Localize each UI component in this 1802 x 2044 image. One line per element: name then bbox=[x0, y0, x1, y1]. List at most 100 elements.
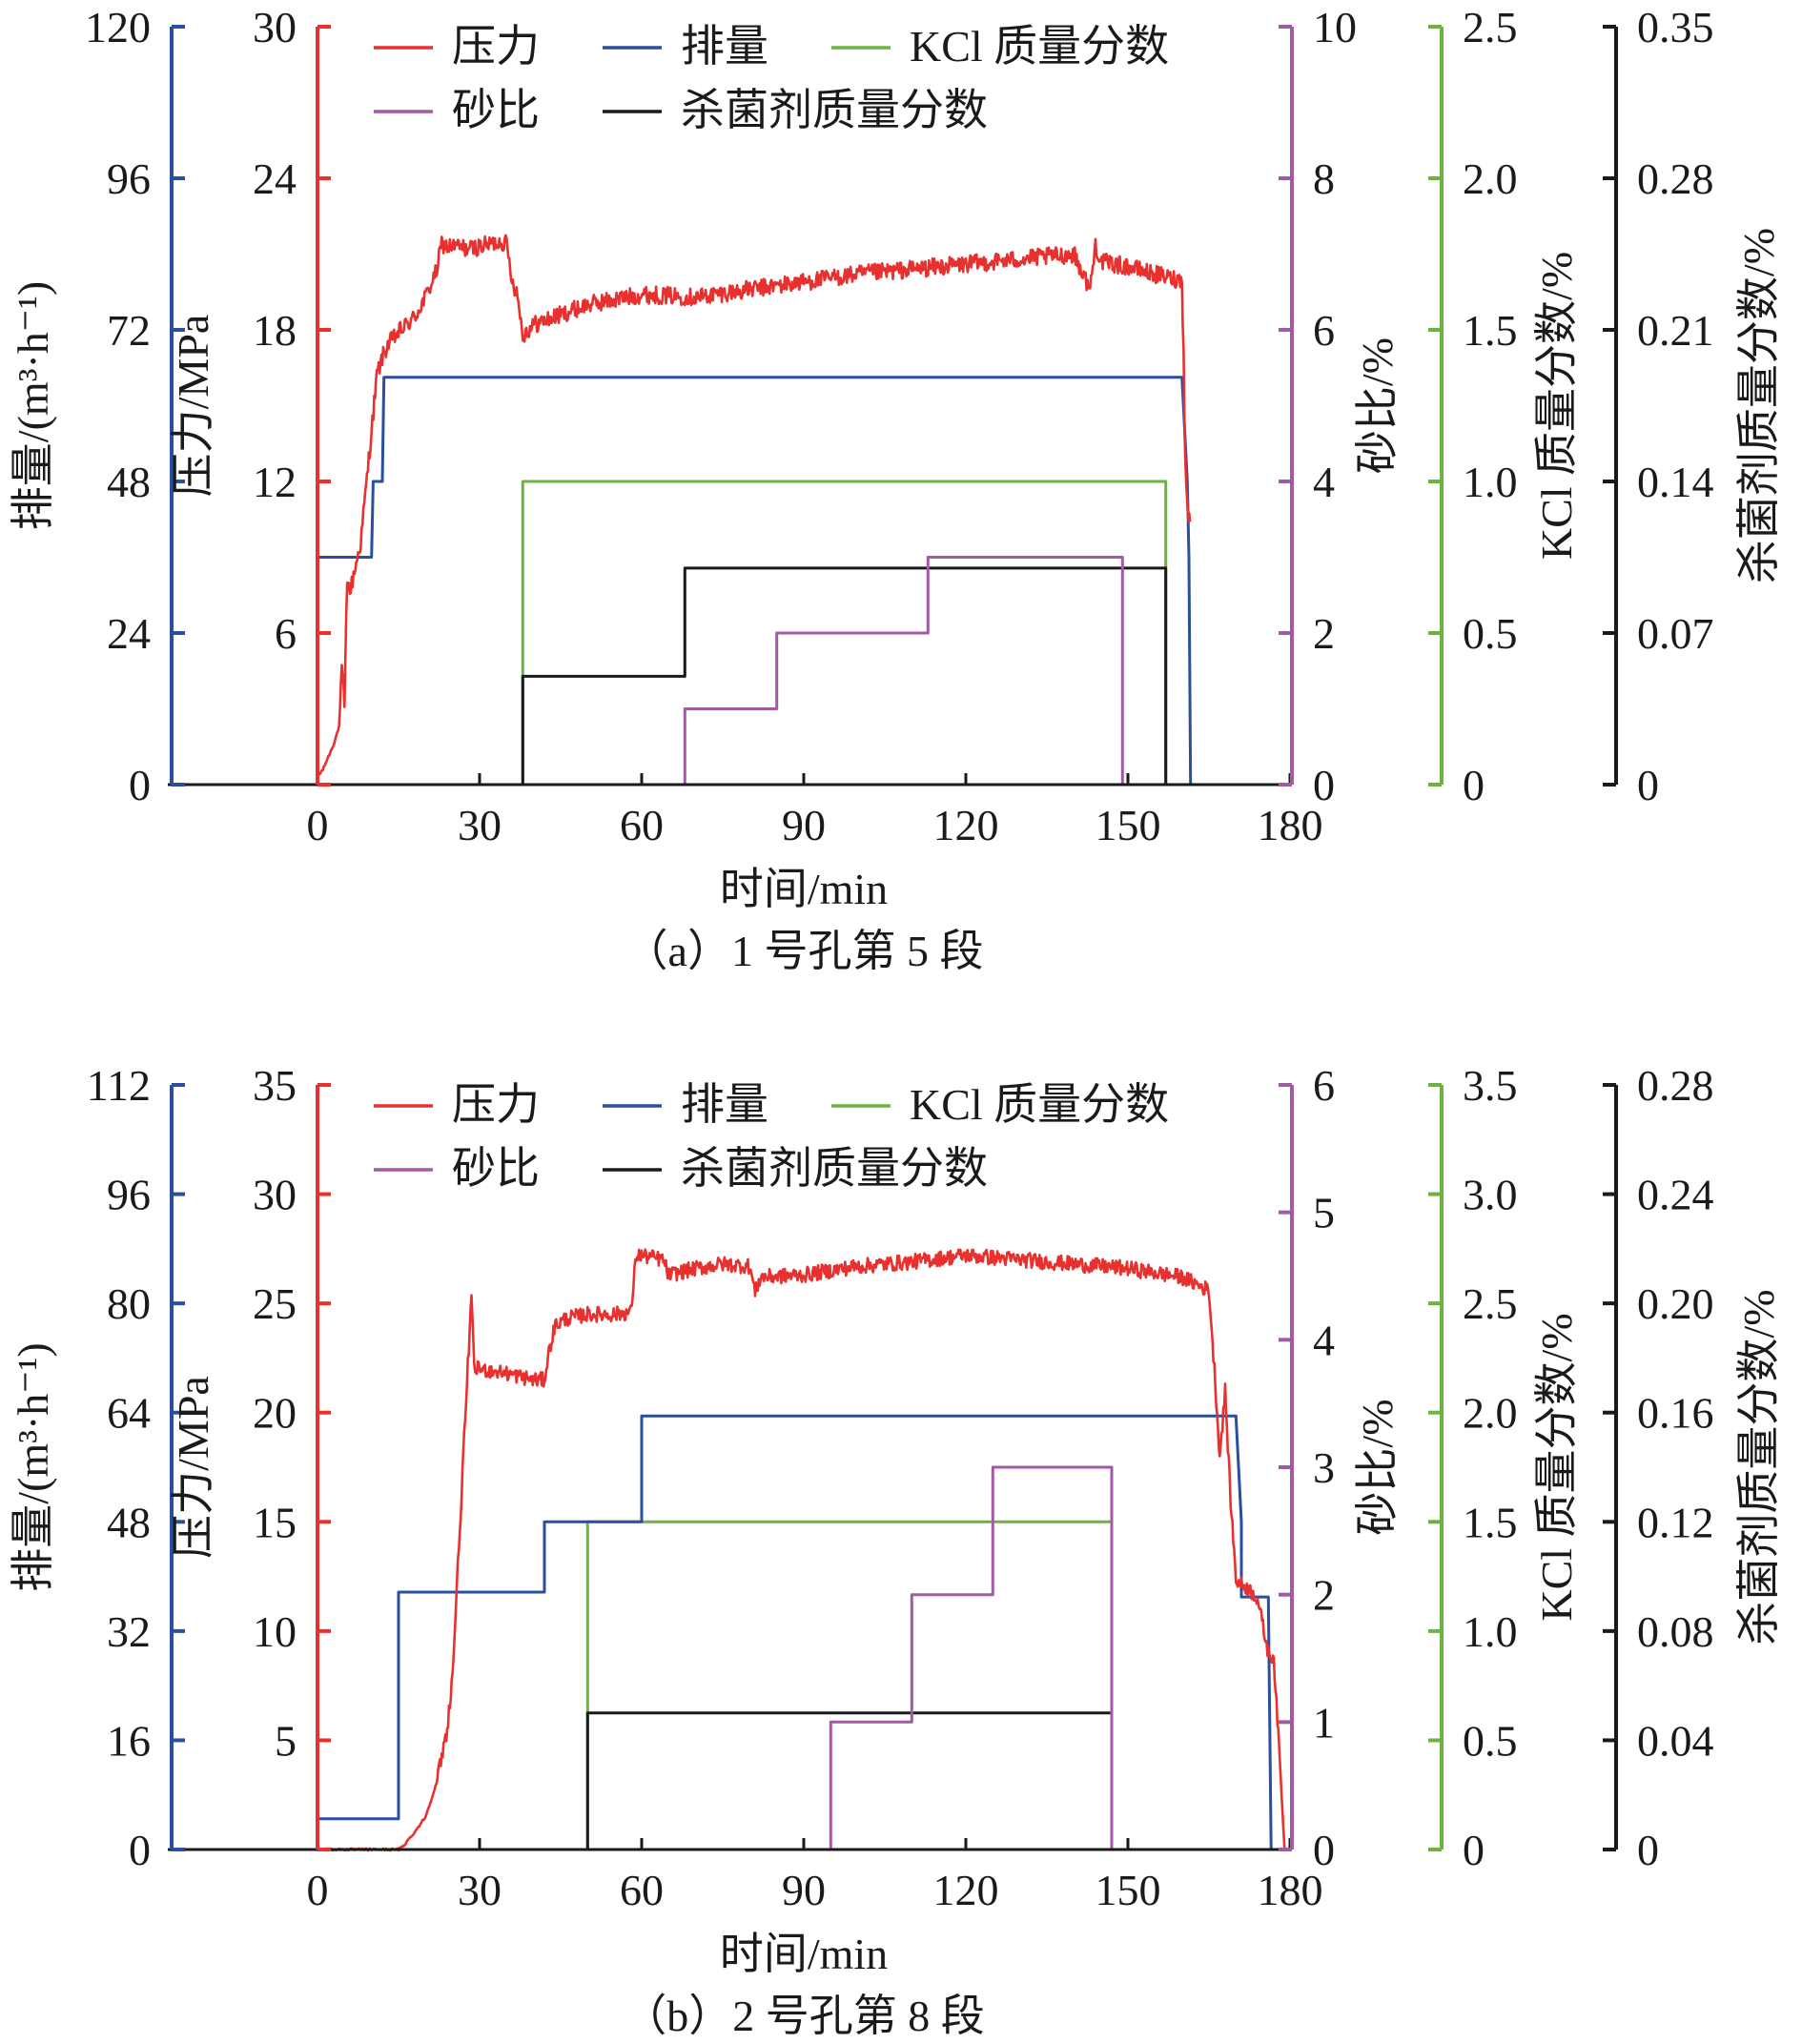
x-tick-label: 150 bbox=[1096, 1866, 1161, 1914]
y-tick-label-kcl: 1.5 bbox=[1463, 306, 1518, 355]
y-axis-label-flow: 排量/(m³·h⁻¹) bbox=[9, 1342, 57, 1591]
y-tick-label-kcl: 3.5 bbox=[1463, 1061, 1518, 1110]
series-line-sand bbox=[829, 1465, 1114, 1850]
y-tick-label-sand: 10 bbox=[1313, 3, 1357, 51]
series-line-bactericide bbox=[585, 1711, 1114, 1850]
y-tick-label-sand: 6 bbox=[1313, 1061, 1335, 1110]
x-tick-label: 60 bbox=[620, 1866, 664, 1914]
y-tick-label-pressure: 20 bbox=[253, 1389, 297, 1438]
y-tick-label-sand: 8 bbox=[1313, 154, 1335, 203]
y-tick-label-pressure: 15 bbox=[253, 1498, 297, 1546]
y-tick-label-kcl: 2.0 bbox=[1463, 1389, 1518, 1438]
y-tick-label-flow: 16 bbox=[107, 1716, 151, 1765]
x-axis-label: 时间/min bbox=[720, 865, 888, 913]
x-tick-label: 60 bbox=[620, 801, 664, 849]
y-tick-label-flow: 48 bbox=[107, 458, 151, 506]
y-tick-label-flow: 72 bbox=[107, 306, 151, 355]
x-axis-label: 时间/min bbox=[720, 1930, 888, 1978]
y-tick-label-sand: 6 bbox=[1313, 306, 1335, 355]
y-tick-label-kcl: 1.0 bbox=[1463, 1607, 1518, 1656]
x-tick-label: 0 bbox=[307, 801, 329, 849]
legend-label-pressure: 压力 bbox=[452, 22, 540, 71]
y-axis-label-flow: 排量/(m³·h⁻¹) bbox=[9, 281, 57, 530]
y-tick-label-sand: 4 bbox=[1313, 458, 1335, 506]
series-line-pressure bbox=[317, 1248, 1286, 1852]
y-tick-label-sand: 0 bbox=[1313, 1826, 1335, 1874]
y-tick-label-pressure: 6 bbox=[275, 609, 297, 658]
y-tick-label-bactericide: 0.04 bbox=[1637, 1716, 1714, 1765]
legend-label-kcl: KCl 质量分数 bbox=[910, 1080, 1169, 1129]
y-tick-label-bactericide: 0.21 bbox=[1637, 306, 1714, 355]
x-tick-label: 120 bbox=[933, 801, 999, 849]
y-axis-label-sand: 砂比/% bbox=[1353, 337, 1402, 474]
y-tick-label-sand: 3 bbox=[1313, 1443, 1335, 1492]
x-tick-label: 150 bbox=[1096, 801, 1161, 849]
series-line-sand bbox=[683, 556, 1124, 785]
y-tick-label-flow: 24 bbox=[107, 609, 151, 658]
y-axis-label-bactericide: 杀菌剂质量分数/% bbox=[1734, 1289, 1783, 1645]
y-tick-label-kcl: 0 bbox=[1463, 761, 1485, 809]
y-axis-label-bactericide: 杀菌剂质量分数/% bbox=[1734, 228, 1783, 583]
y-tick-label-pressure: 12 bbox=[253, 458, 297, 506]
y-tick-label-sand: 2 bbox=[1313, 609, 1335, 658]
y-tick-label-kcl: 2.5 bbox=[1463, 1279, 1518, 1328]
y-tick-label-flow: 48 bbox=[107, 1498, 151, 1546]
y-tick-label-flow: 64 bbox=[107, 1389, 151, 1438]
y-tick-label-pressure: 18 bbox=[253, 306, 297, 355]
y-tick-label-kcl: 0.5 bbox=[1463, 1716, 1518, 1765]
series-line-flow bbox=[317, 376, 1193, 786]
x-tick-label: 90 bbox=[782, 1866, 826, 1914]
legend-label-bactericide: 杀菌剂质量分数 bbox=[681, 86, 988, 134]
series-line-bactericide bbox=[521, 566, 1168, 785]
y-tick-label-flow: 96 bbox=[107, 1171, 151, 1219]
y-tick-label-bactericide: 0.28 bbox=[1637, 154, 1714, 203]
y-tick-label-pressure: 25 bbox=[253, 1279, 297, 1328]
y-tick-label-bactericide: 0 bbox=[1637, 1826, 1659, 1874]
y-axis-label-sand: 砂比/% bbox=[1353, 1399, 1402, 1535]
y-tick-label-kcl: 1.0 bbox=[1463, 458, 1518, 506]
legend-label-sand: 砂比 bbox=[452, 1144, 540, 1193]
y-tick-label-pressure: 30 bbox=[253, 1171, 297, 1219]
legend-label-flow: 排量 bbox=[681, 1080, 768, 1129]
y-tick-label-kcl: 2.0 bbox=[1463, 154, 1518, 203]
legend-label-sand: 砂比 bbox=[452, 86, 540, 134]
series-line-pressure bbox=[317, 234, 1192, 778]
y-tick-label-kcl: 2.5 bbox=[1463, 3, 1518, 51]
y-tick-label-bactericide: 0.12 bbox=[1637, 1498, 1714, 1546]
y-tick-label-flow: 32 bbox=[107, 1607, 151, 1656]
y-tick-label-pressure: 35 bbox=[253, 1061, 297, 1110]
panel-caption: （b）2 号孔第 8 段 bbox=[623, 1992, 985, 2040]
y-tick-label-sand: 1 bbox=[1313, 1698, 1335, 1747]
y-axis-label-kcl: KCl 质量分数/% bbox=[1532, 1313, 1581, 1621]
y-tick-label-flow: 112 bbox=[87, 1061, 151, 1110]
y-tick-label-bactericide: 0.28 bbox=[1637, 1061, 1714, 1110]
y-tick-label-pressure: 24 bbox=[253, 154, 297, 203]
y-tick-label-kcl: 0.5 bbox=[1463, 609, 1518, 658]
legend-label-flow: 排量 bbox=[681, 22, 768, 71]
y-axis-label-pressure: 压力/MPa bbox=[169, 315, 217, 498]
y-axis-label-pressure: 压力/MPa bbox=[169, 1376, 217, 1559]
y-tick-label-kcl: 1.5 bbox=[1463, 1498, 1518, 1546]
y-tick-label-pressure: 10 bbox=[253, 1607, 297, 1656]
y-tick-label-pressure: 30 bbox=[253, 3, 297, 51]
y-tick-label-bactericide: 0.35 bbox=[1637, 3, 1714, 51]
y-tick-label-bactericide: 0.20 bbox=[1637, 1279, 1714, 1328]
y-tick-label-bactericide: 0 bbox=[1637, 761, 1659, 809]
panel-caption: （a）1 号孔第 5 段 bbox=[625, 927, 984, 975]
y-axis-label-kcl: KCl 质量分数/% bbox=[1532, 252, 1581, 560]
y-tick-label-pressure: 5 bbox=[275, 1716, 297, 1765]
y-tick-label-sand: 4 bbox=[1313, 1316, 1335, 1364]
y-tick-label-bactericide: 0.14 bbox=[1637, 458, 1714, 506]
y-tick-label-sand: 0 bbox=[1313, 761, 1335, 809]
y-tick-label-kcl: 0 bbox=[1463, 1826, 1485, 1874]
x-tick-label: 180 bbox=[1258, 801, 1323, 849]
y-tick-label-bactericide: 0.08 bbox=[1637, 1607, 1714, 1656]
y-tick-label-flow: 0 bbox=[129, 761, 151, 809]
x-tick-label: 0 bbox=[307, 1866, 329, 1914]
y-tick-label-bactericide: 0.24 bbox=[1637, 1171, 1714, 1219]
y-tick-label-flow: 96 bbox=[107, 154, 151, 203]
x-tick-label: 180 bbox=[1258, 1866, 1323, 1914]
series-line-kcl bbox=[585, 1520, 1114, 1850]
